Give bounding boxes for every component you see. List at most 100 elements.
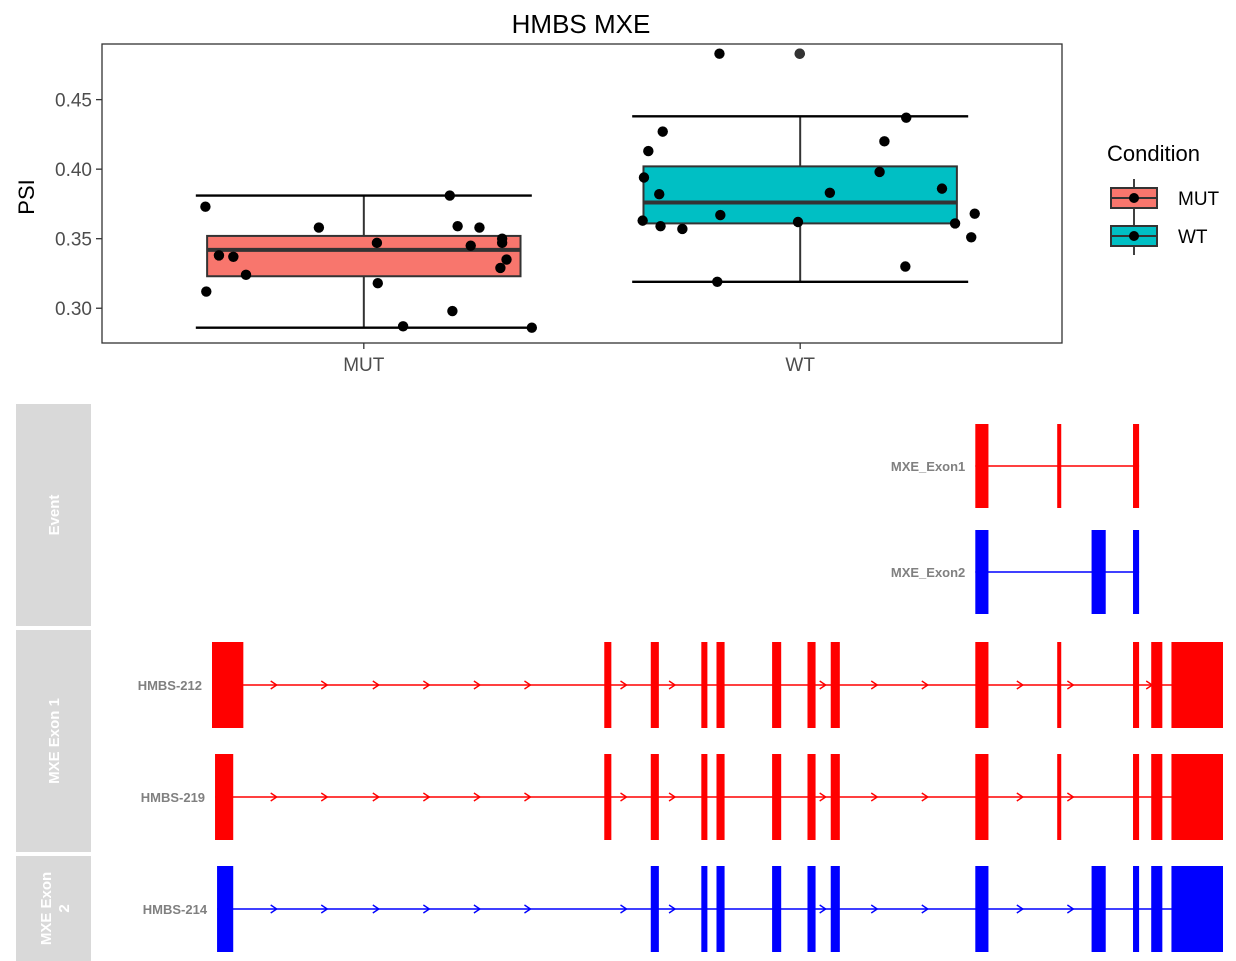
transcript-track: HMBS-219 [141,754,1223,840]
exon-block [701,642,708,728]
exon-block [830,642,840,728]
legend-key-point [1129,231,1139,241]
exon-block [975,754,989,840]
facet-strip-bg [16,856,91,961]
strand-arrow [422,680,431,690]
legend: Condition MUT WT [1107,141,1220,255]
data-point [228,251,239,262]
y-tick-label: 0.45 [55,91,92,112]
legend-item-label: MUT [1178,189,1220,210]
data-point [712,276,723,288]
strand-arrow [668,904,677,914]
data-point [714,48,725,59]
data-point [200,201,211,212]
facet-strip-bg [16,404,91,626]
exon-block [807,642,816,728]
exon-block [807,754,816,840]
track-layer: MXE_Exon1 MXE_Exon2 HMBS-212 HMBS-219 HMBS-2… [138,424,1223,952]
exon-block [1171,642,1223,728]
facet-strip: MXE Exon 1 [16,630,91,852]
outlier-point [794,48,805,59]
strand-arrow [270,680,278,690]
data-point [901,112,912,123]
exon-block [1057,754,1062,840]
exon-block [716,754,725,840]
data-point [792,216,804,228]
x-tick-label: WT [785,355,815,376]
box-mut [195,194,532,329]
facet-strip-label: MXE Exon2 [38,872,73,945]
data-point [397,321,409,332]
boxplot-chart: HMBS MXE PSI 0.30 0.35 0.40 0.45 MUT WT Cond… [14,9,1220,376]
strand-arrow [921,904,930,914]
strand-arrow [819,792,827,802]
data-point [444,190,455,201]
strand-arrow [524,792,532,802]
data-point [240,269,252,281]
point-layer [200,48,980,333]
exon-block [604,642,612,728]
y-tick-label: 0.30 [55,299,92,320]
strand-arrow [372,680,381,690]
transcript-track: HMBS-214 [143,866,1223,952]
strand-arrow [372,792,381,802]
data-point [874,166,885,178]
strand-arrow [819,680,827,690]
strand-arrow [819,904,827,914]
strand-arrow [1016,904,1025,914]
data-point [949,218,961,229]
exon-block [1151,642,1163,728]
exon-block [830,866,840,952]
exon-block [975,866,989,952]
strand-arrow [668,680,677,690]
legend-title: Condition [1107,141,1200,166]
strand-arrow [1066,680,1075,690]
transcript-chart: Event MXE Exon 1 MXE Exon2 MXE_Exon1MXE_Ex… [16,404,1223,961]
exon-block [701,754,708,840]
strand-arrow [320,792,329,802]
exon-block [650,754,659,840]
strand-arrow [620,792,628,802]
exon-block [1057,424,1062,508]
exon-block [1091,530,1106,614]
data-point [966,232,977,243]
exon-block [975,530,989,614]
data-point [677,223,688,235]
data-point [371,237,383,249]
facet-strips: Event MXE Exon 1 MXE Exon2 [16,404,91,961]
box-wt [632,115,969,284]
transcript-label: HMBS-219 [141,790,205,805]
y-axis-title: PSI [14,179,39,214]
strand-arrow [620,904,628,914]
exon-block [1133,530,1140,614]
exon-block [604,754,612,840]
data-point [637,215,648,226]
strand-arrow [270,792,278,802]
exon-block [650,866,659,952]
strand-arrow [473,904,482,914]
exon-block [830,754,840,840]
data-point [526,322,538,333]
strand-arrow [668,792,677,802]
facet-strip: Event [16,404,91,626]
facet-strip-label: Event [46,495,63,536]
exon-block [1133,866,1140,952]
exon-block [1151,866,1163,952]
strand-arrow [1066,792,1075,802]
exon-block [1151,754,1163,840]
data-point [213,250,225,261]
box-layer [195,115,969,329]
data-point [495,262,506,274]
exon-block [212,642,244,728]
x-tick-label: MUT [343,355,385,376]
data-point [824,187,836,199]
strand-arrow [473,680,482,690]
exon-block [1171,866,1223,952]
data-point [643,145,654,157]
exon-block [1171,754,1223,840]
strand-arrow [620,680,628,690]
data-point [879,136,890,147]
legend-key-point [1129,193,1139,203]
strand-arrow [320,680,329,690]
